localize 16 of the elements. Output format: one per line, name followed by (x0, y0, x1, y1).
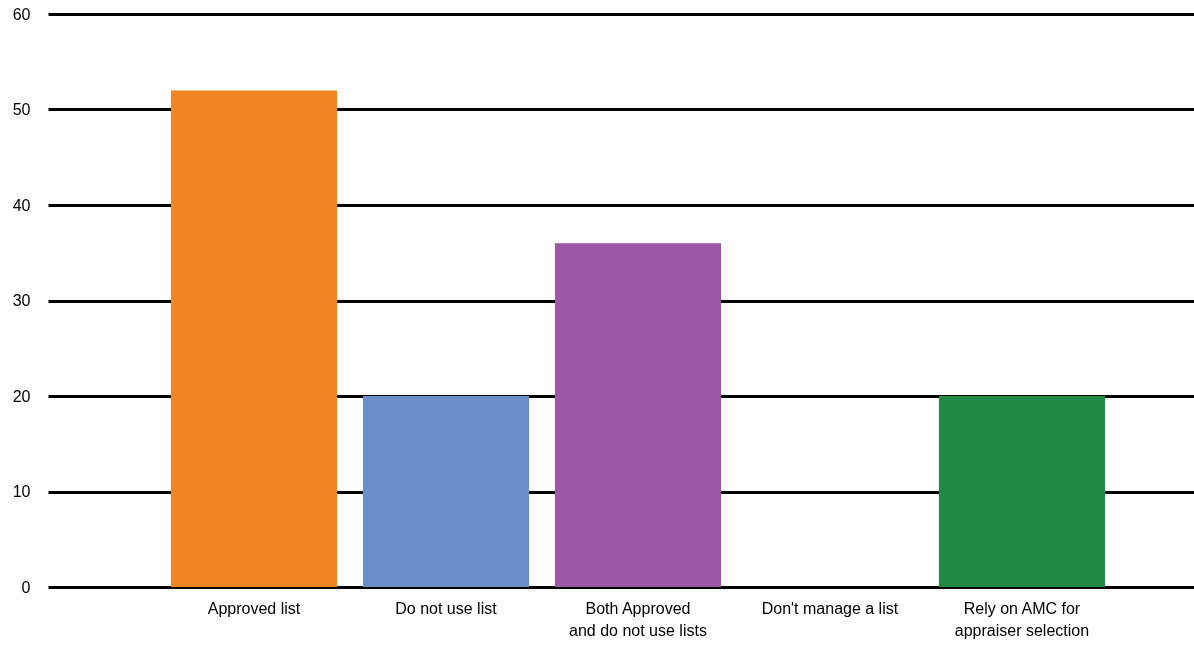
bar (938, 396, 1105, 587)
x-tick-label: Rely on AMC for appraiser selection (954, 599, 1090, 639)
bar (362, 396, 529, 587)
x-tick-label: Both Approved and do not use lists (569, 599, 707, 639)
y-tick-label: 0 (21, 578, 31, 596)
y-tick-label: 20 (12, 387, 31, 405)
x-tick-label: Do not use list (395, 599, 498, 617)
y-tick-label: 30 (12, 292, 31, 309)
y-tick-label: 50 (12, 101, 31, 118)
x-tick-label: Don't manage a list (761, 599, 899, 617)
y-tick-label: 10 (12, 483, 31, 500)
bar (170, 90, 338, 587)
bar (554, 243, 721, 587)
x-tick-label: Approved list (207, 599, 301, 617)
y-tick-label: 60 (12, 5, 31, 23)
y-tick-label: 40 (12, 196, 31, 214)
